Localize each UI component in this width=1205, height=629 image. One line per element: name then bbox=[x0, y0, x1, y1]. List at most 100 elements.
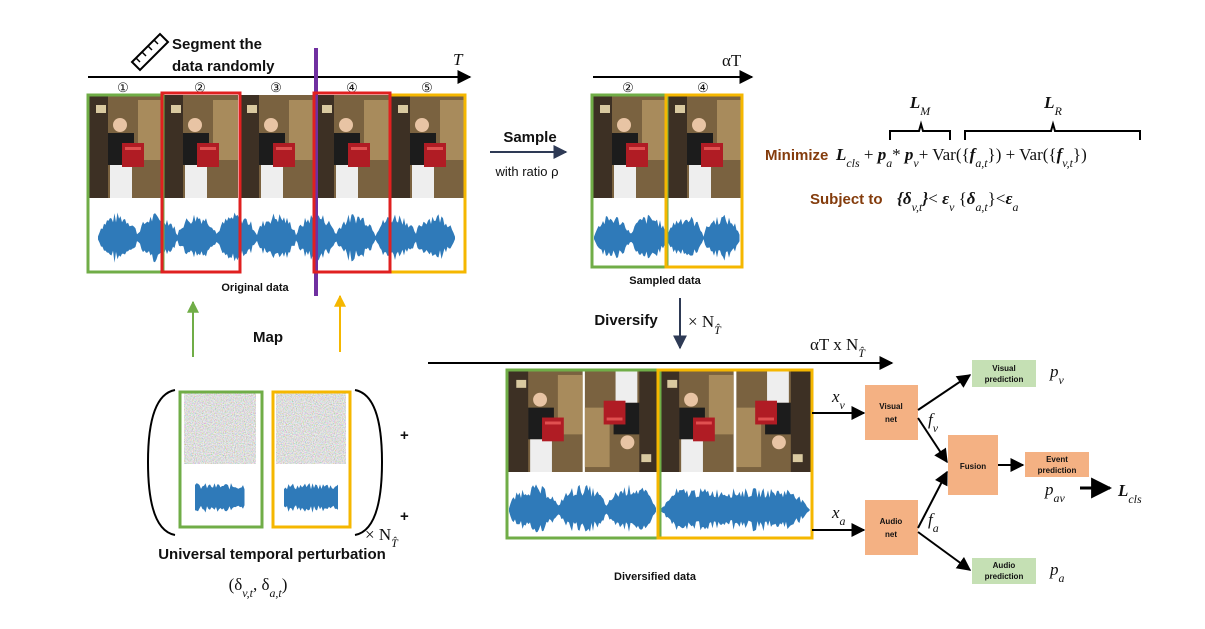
text-part: f bbox=[928, 410, 935, 429]
node-label: Fusion bbox=[960, 462, 986, 471]
bracket bbox=[354, 389, 384, 536]
text-part: f bbox=[928, 510, 935, 529]
waveform bbox=[195, 483, 338, 513]
node bbox=[865, 500, 918, 555]
text-part: × N bbox=[688, 312, 714, 331]
feature-label: fa bbox=[928, 510, 939, 535]
node-label: Audio bbox=[880, 517, 903, 526]
caption: Sampled data bbox=[629, 275, 701, 287]
node-label: net bbox=[885, 415, 897, 424]
text-part: p bbox=[1049, 560, 1059, 579]
subscript: v,t bbox=[242, 586, 253, 600]
map-label: Map bbox=[253, 329, 283, 346]
node-label: net bbox=[885, 530, 897, 539]
caption: Universal temporal perturbation bbox=[158, 546, 386, 563]
text-part: δ bbox=[967, 189, 976, 208]
axis-label: αT x NT̂ bbox=[810, 335, 866, 360]
caption: Original data bbox=[221, 282, 289, 294]
keyword: Subject to bbox=[810, 191, 883, 208]
subscript: a bbox=[1012, 200, 1018, 214]
segment-number: ① bbox=[117, 80, 129, 95]
text-part: , δ bbox=[253, 575, 270, 594]
subscript: a,t bbox=[269, 586, 282, 600]
loss-label: LM bbox=[909, 93, 931, 118]
text-part: (δ bbox=[229, 575, 243, 594]
input-label: xa bbox=[831, 503, 846, 528]
sample-label: Sample bbox=[503, 129, 556, 146]
video-frames bbox=[88, 95, 465, 198]
segment-box bbox=[664, 93, 744, 269]
subscript: a bbox=[840, 514, 846, 528]
video-frame bbox=[508, 370, 583, 472]
feature-label: fv bbox=[928, 410, 939, 435]
subscript: a bbox=[886, 156, 892, 170]
text-part: f bbox=[1057, 145, 1065, 164]
ratio: with ratio ρ bbox=[494, 164, 558, 179]
text-part: L bbox=[1043, 93, 1054, 112]
split-line bbox=[314, 48, 318, 296]
perturbation-box bbox=[271, 390, 352, 529]
subscript: v bbox=[913, 156, 919, 170]
subscript: cls bbox=[1128, 492, 1142, 506]
video-frame bbox=[584, 370, 660, 472]
subscript: v,t bbox=[912, 200, 923, 214]
expression: {δv,t}< εv {δa,t}<εa bbox=[897, 189, 1018, 214]
caption: Diversified data bbox=[614, 571, 697, 583]
output-label: pa bbox=[1049, 560, 1065, 585]
subscript: a,t bbox=[975, 200, 988, 214]
node bbox=[972, 360, 1036, 387]
segment-box bbox=[505, 368, 662, 540]
loss-label: Lcls bbox=[1117, 481, 1142, 506]
text-part: + bbox=[860, 145, 878, 164]
text-part: x bbox=[831, 387, 840, 406]
waveform-path bbox=[660, 488, 810, 532]
axis-label: αT bbox=[722, 51, 742, 70]
perturbation-box bbox=[178, 390, 264, 529]
diversify-label: Diversify bbox=[594, 312, 658, 329]
subscript: v bbox=[933, 421, 939, 435]
node-label: prediction bbox=[985, 572, 1024, 581]
video-frame bbox=[592, 95, 667, 198]
bracket bbox=[146, 389, 176, 536]
video-frame bbox=[667, 95, 742, 198]
text-part: * bbox=[892, 145, 905, 164]
plus: + bbox=[400, 508, 409, 525]
symbol: (δv,t, δa,t) bbox=[229, 575, 288, 600]
subscript: T̂ bbox=[858, 346, 866, 360]
node-label: Event bbox=[1046, 455, 1068, 464]
segment-box bbox=[312, 91, 392, 274]
subscript: v bbox=[1059, 373, 1065, 387]
subscript: M bbox=[919, 104, 931, 118]
text-part: { bbox=[954, 189, 966, 208]
text-part: p bbox=[1044, 480, 1054, 499]
node-label: Visual bbox=[879, 402, 902, 411]
subscript: cls bbox=[846, 156, 860, 170]
text-part: < bbox=[928, 189, 942, 208]
subscript: v,t bbox=[1062, 156, 1073, 170]
segment-box bbox=[656, 368, 814, 540]
subscript: R bbox=[1054, 104, 1063, 118]
subscript: av bbox=[1054, 491, 1066, 505]
node bbox=[972, 558, 1036, 584]
waveform-path bbox=[509, 484, 656, 533]
text-part: L bbox=[909, 93, 920, 112]
output-label: pv bbox=[1049, 362, 1065, 387]
text-part: L bbox=[1117, 481, 1128, 500]
text-part: αT x N bbox=[810, 335, 858, 354]
node-label: Visual bbox=[992, 364, 1015, 373]
waveform bbox=[98, 212, 455, 263]
text-part: }) bbox=[1073, 145, 1087, 164]
subscript: a bbox=[1059, 571, 1065, 585]
output-label: pav bbox=[1044, 480, 1065, 505]
input-label: xv bbox=[831, 387, 846, 412]
subscript: v bbox=[840, 398, 846, 412]
text-part: p bbox=[1049, 362, 1059, 381]
text-part: ) bbox=[282, 575, 288, 594]
axis-label: T bbox=[453, 50, 464, 69]
video-frame bbox=[736, 370, 811, 472]
subscript: v bbox=[949, 200, 955, 214]
text-part: } bbox=[921, 189, 928, 208]
text-part: ε bbox=[942, 189, 949, 208]
node bbox=[948, 435, 998, 495]
